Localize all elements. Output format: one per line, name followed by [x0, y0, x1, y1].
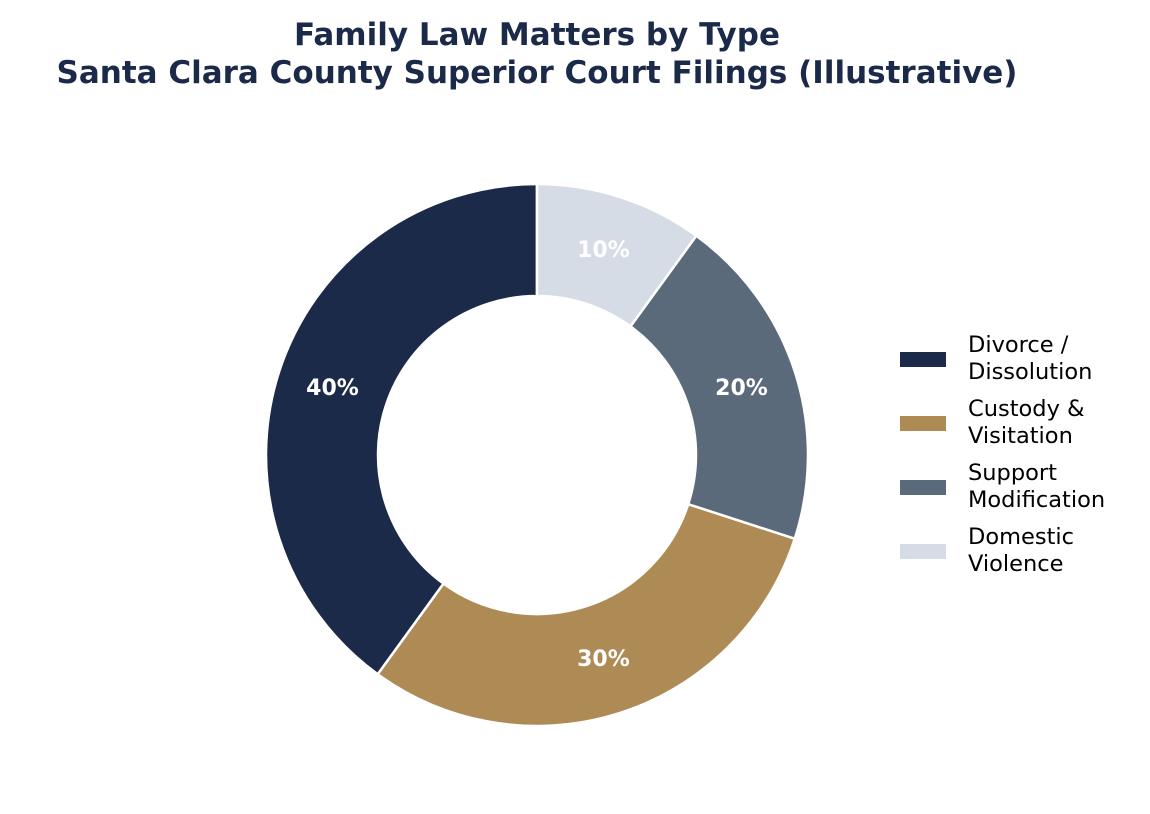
slice-label-custody: 30% [577, 647, 630, 672]
chart-title: Family Law Matters by Type [294, 17, 780, 53]
donut-slice-labels: 40% 30% 20% 10% [306, 238, 768, 672]
legend-label: Support Modification [968, 460, 1106, 513]
legend-label: Custody & Visitation [968, 396, 1085, 449]
slice-label-domestic-violence: 10% [577, 238, 630, 263]
donut-slice-support [629, 234, 810, 540]
legend-item-custody: Custody & Visitation [898, 396, 1146, 450]
slice-label-support: 20% [715, 376, 768, 401]
legend-swatch [900, 544, 946, 559]
chart-legend: Divorce / Dissolution Custody & Visitati… [898, 332, 1146, 588]
legend-swatch [900, 352, 946, 367]
legend-label: Divorce / Dissolution [968, 332, 1093, 385]
chart-subtitle: Santa Clara County Superior Court Filing… [56, 55, 1018, 91]
slice-label-divorce: 40% [306, 376, 359, 401]
legend-item-support: Support Modification [898, 460, 1146, 514]
legend-swatch [900, 480, 946, 495]
legend-item-domestic-violence: Domestic Violence [898, 524, 1146, 578]
donut-slice-divorce [264, 182, 539, 676]
legend-label: Domestic Violence [968, 524, 1075, 577]
donut-slice-custody [376, 502, 796, 728]
donut-slices [264, 182, 810, 728]
donut-slice-domestic-violence [535, 182, 698, 328]
legend-item-divorce: Divorce / Dissolution [898, 332, 1146, 386]
legend-swatch [900, 416, 946, 431]
